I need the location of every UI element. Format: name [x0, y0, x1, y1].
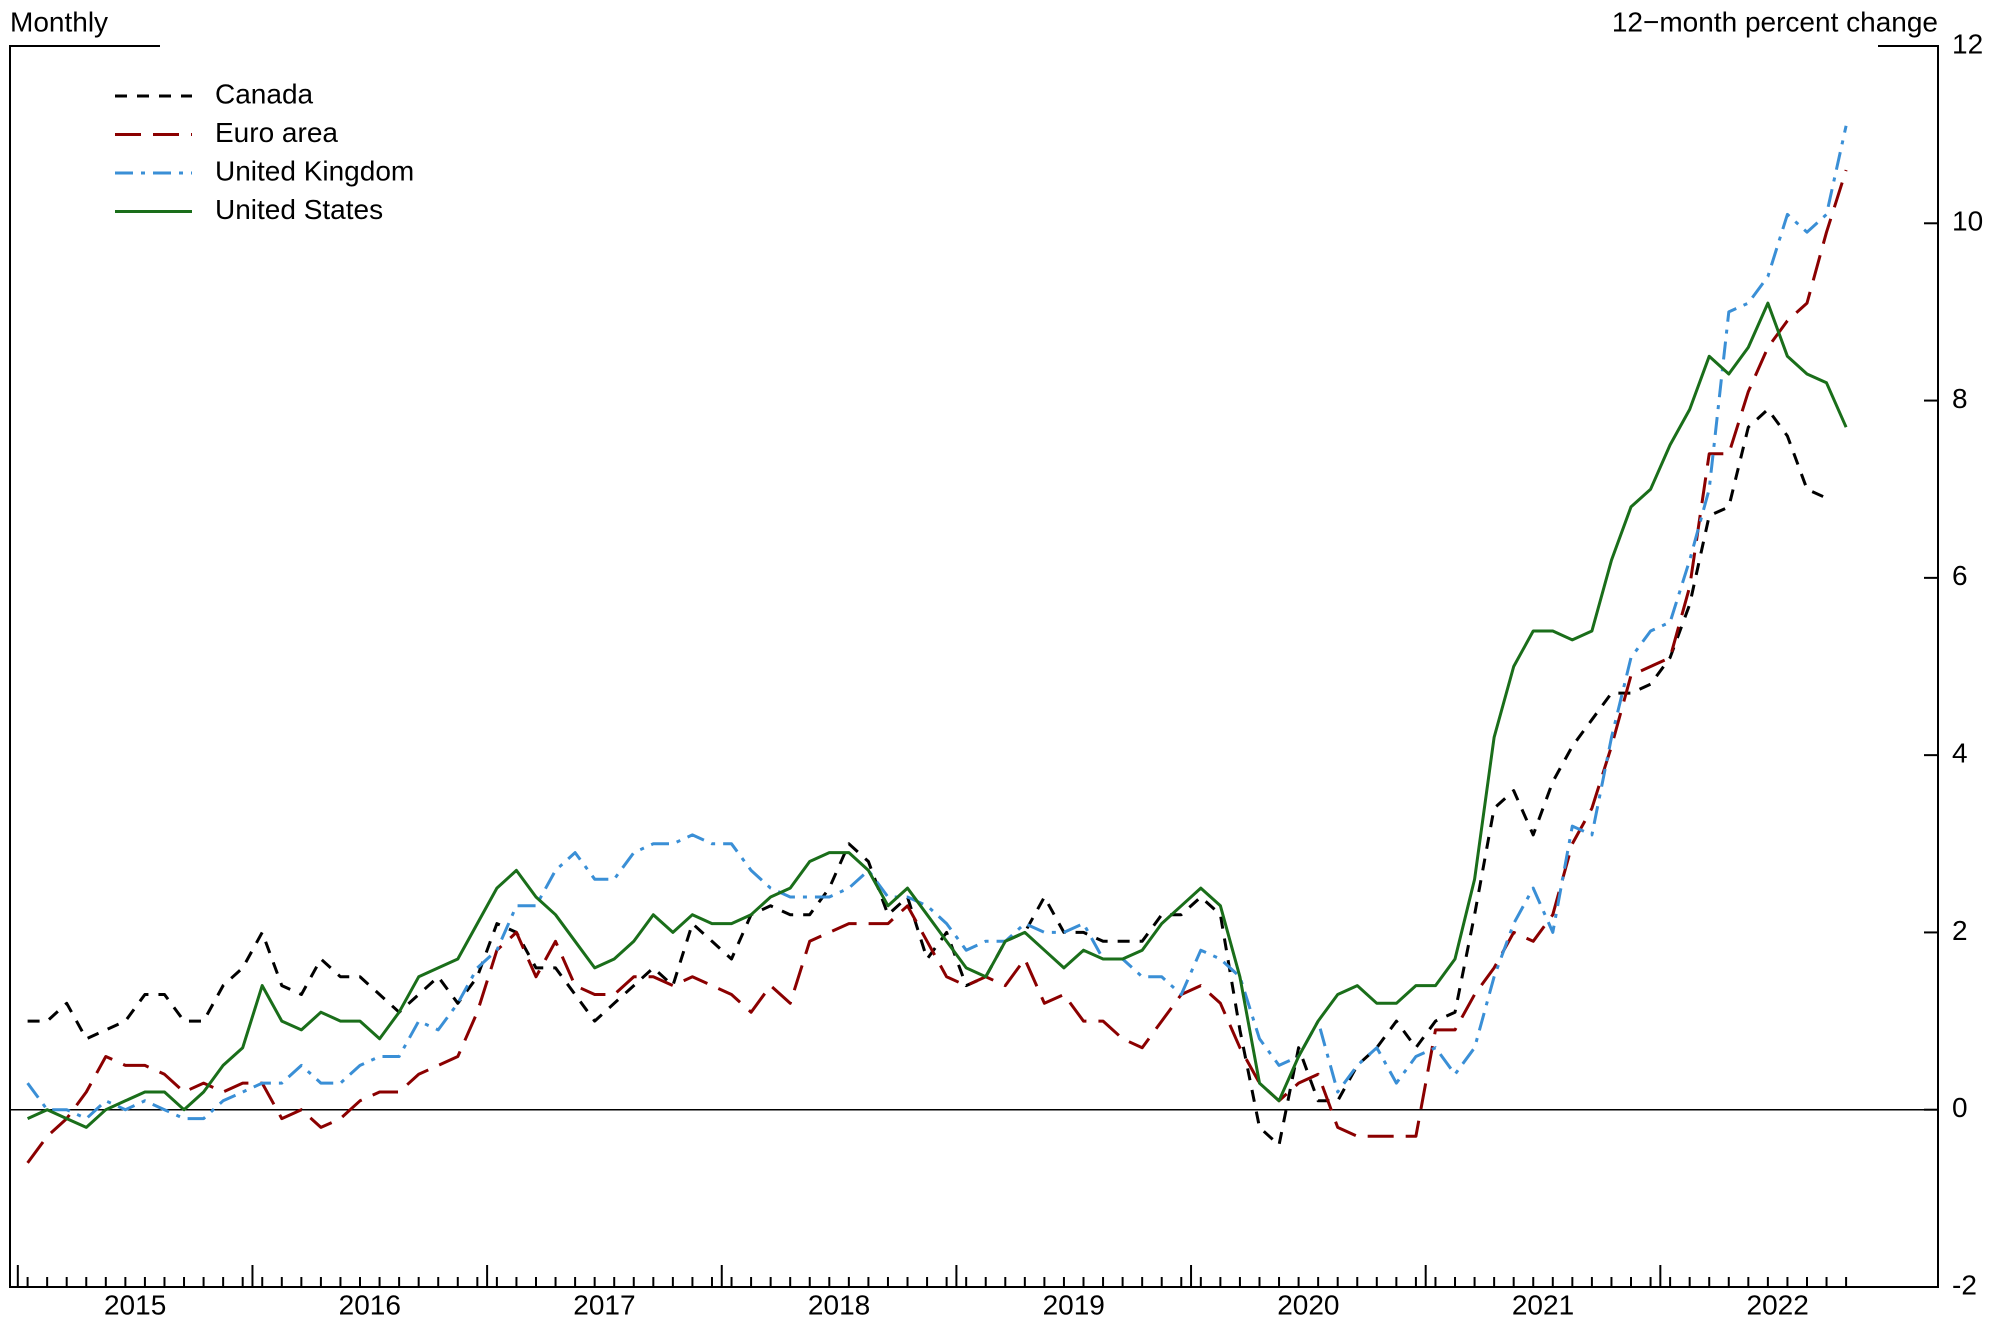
x-tick-label: 2016: [339, 1289, 401, 1318]
x-tick-label: 2022: [1747, 1289, 1809, 1318]
x-tick-label: 2015: [104, 1289, 166, 1318]
x-tick-label: 2018: [808, 1289, 870, 1318]
legend-label: United States: [215, 194, 383, 225]
series-line: [26, 169, 1848, 1164]
legend-label: Euro area: [215, 117, 338, 148]
y-tick-label: 6: [1952, 560, 1968, 591]
right-axis-title: 12−month percent change: [1612, 6, 1938, 37]
y-tick-label: 4: [1952, 738, 1968, 769]
y-tick-label: -2: [1952, 1269, 1977, 1300]
x-tick-label: 2019: [1043, 1289, 1105, 1318]
series-line: [27, 407, 1828, 1147]
y-tick-label: 12: [1952, 28, 1983, 59]
legend-label: Canada: [215, 78, 314, 109]
y-tick-label: 0: [1952, 1092, 1968, 1123]
y-tick-label: 8: [1952, 383, 1968, 414]
series-line: [26, 301, 1848, 1129]
left-axis-title: Monthly: [10, 6, 108, 37]
x-tick-label: 2021: [1512, 1289, 1574, 1318]
x-tick-label: 2017: [573, 1289, 635, 1318]
y-tick-label: 10: [1952, 206, 1983, 237]
series-line: [26, 125, 1848, 1121]
legend-label: United Kingdom: [215, 155, 414, 186]
y-tick-label: 2: [1952, 915, 1968, 946]
x-tick-label: 2020: [1277, 1289, 1339, 1318]
